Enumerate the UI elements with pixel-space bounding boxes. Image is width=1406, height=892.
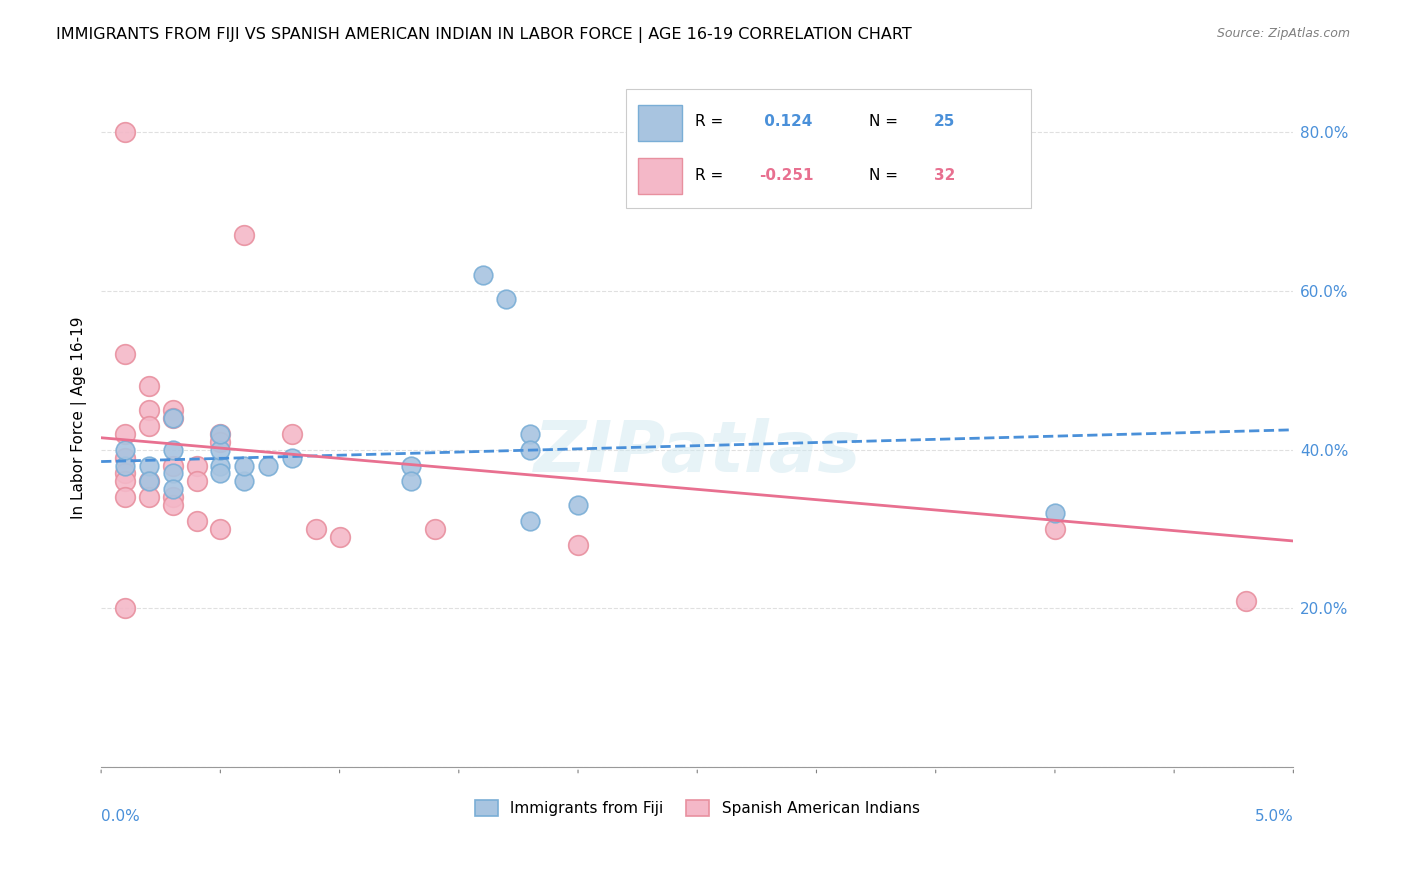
Point [233, 228, 256, 243]
Text: 0.0%: 0.0% [101, 809, 139, 824]
Point [209, 442, 232, 457]
Point [519, 514, 541, 528]
Point [162, 467, 184, 481]
Point [138, 475, 160, 489]
Point [519, 442, 541, 457]
Point [209, 426, 232, 441]
Point [423, 522, 446, 536]
Point [162, 498, 184, 512]
Point [495, 292, 517, 306]
Point [138, 475, 160, 489]
Point [281, 426, 304, 441]
Point [114, 491, 136, 505]
Point [209, 458, 232, 473]
Text: 5.0%: 5.0% [1254, 809, 1294, 824]
Point [281, 450, 304, 465]
Point [114, 347, 136, 361]
Point [519, 426, 541, 441]
Point [233, 475, 256, 489]
Text: IMMIGRANTS FROM FIJI VS SPANISH AMERICAN INDIAN IN LABOR FORCE | AGE 16-19 CORRE: IMMIGRANTS FROM FIJI VS SPANISH AMERICAN… [56, 27, 912, 43]
Point [567, 538, 589, 552]
Point [233, 458, 256, 473]
Text: ZIPatlas: ZIPatlas [533, 418, 860, 487]
Point [567, 498, 589, 512]
Point [114, 601, 136, 615]
Point [162, 410, 184, 425]
Point [114, 125, 136, 139]
Point [209, 434, 232, 449]
Point [329, 530, 352, 544]
Point [114, 450, 136, 465]
Point [1043, 522, 1066, 536]
Point [114, 442, 136, 457]
Point [138, 418, 160, 433]
Point [257, 458, 280, 473]
Point [114, 475, 136, 489]
Point [305, 522, 328, 536]
Point [399, 458, 422, 473]
Point [186, 514, 208, 528]
Point [162, 410, 184, 425]
Point [471, 268, 494, 282]
Point [209, 467, 232, 481]
Point [138, 491, 160, 505]
Point [138, 458, 160, 473]
Point [162, 403, 184, 417]
Point [209, 426, 232, 441]
Point [186, 475, 208, 489]
Text: Source: ZipAtlas.com: Source: ZipAtlas.com [1216, 27, 1350, 40]
Point [114, 458, 136, 473]
Point [1234, 593, 1257, 607]
Y-axis label: In Labor Force | Age 16-19: In Labor Force | Age 16-19 [72, 317, 87, 519]
Point [114, 467, 136, 481]
Point [162, 483, 184, 497]
Point [162, 458, 184, 473]
Point [186, 458, 208, 473]
Point [162, 491, 184, 505]
Point [209, 522, 232, 536]
Point [162, 442, 184, 457]
Point [138, 379, 160, 393]
Point [1043, 506, 1066, 520]
Point [114, 426, 136, 441]
Point [138, 403, 160, 417]
Legend:  Immigrants from Fiji,  Spanish American Indians: Immigrants from Fiji, Spanish American I… [468, 794, 927, 822]
Point [399, 475, 422, 489]
